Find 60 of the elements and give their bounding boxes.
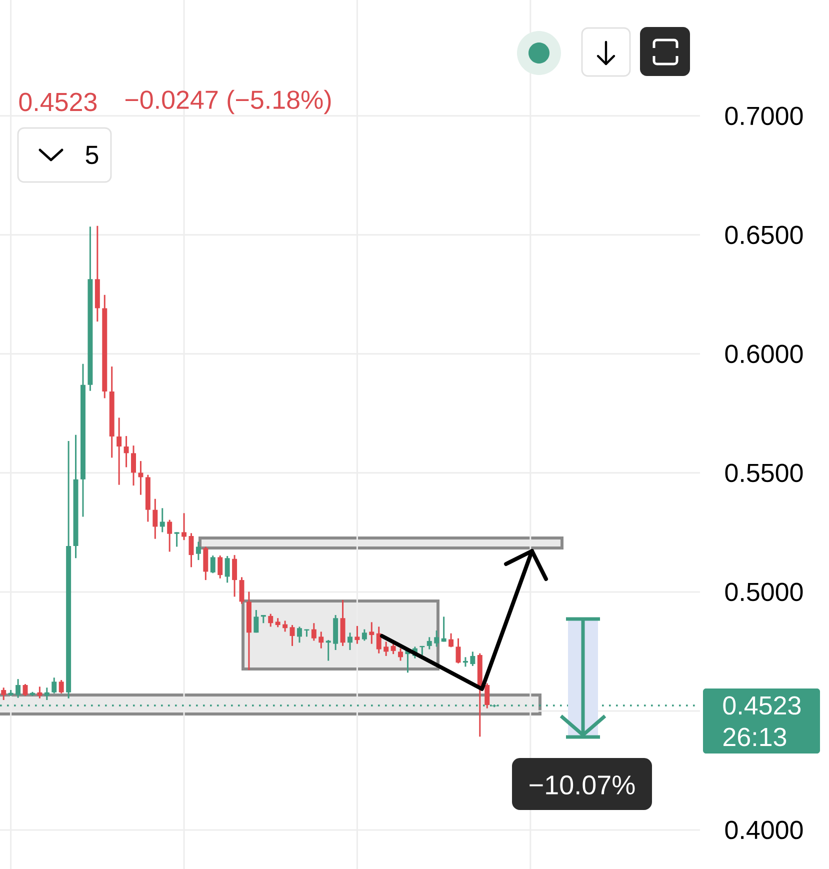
candlestick	[282, 620, 288, 632]
annotation: 5	[86, 146, 98, 164]
annotation: −10.07%	[530, 775, 635, 795]
candlestick	[462, 656, 468, 668]
candlestick	[131, 444, 136, 486]
candlestick	[376, 626, 382, 654]
candlestick	[311, 622, 316, 642]
candlestick	[384, 640, 389, 657]
candlestick	[160, 507, 165, 533]
candlestick	[398, 648, 404, 662]
candlestick	[290, 624, 295, 647]
candlestick	[22, 683, 28, 697]
candlestick	[296, 626, 302, 644]
y-tick-label: 0.5000	[725, 582, 803, 602]
ref-line-label: 0.4523	[723, 696, 801, 715]
candlestick	[52, 676, 57, 694]
candlestick	[16, 678, 21, 699]
candlestick	[188, 532, 194, 568]
candlestick	[326, 639, 331, 662]
y-tick-label: 0.6500	[725, 226, 803, 244]
candlestick	[196, 540, 201, 561]
candlestick	[426, 636, 432, 650]
candlestick	[174, 531, 180, 548]
candlestick	[348, 632, 352, 651]
candlestick	[44, 686, 50, 701]
candlestick	[224, 555, 230, 584]
y-tick-label: 0.6000	[725, 344, 803, 364]
candlestick	[318, 630, 324, 650]
candlestick	[239, 576, 244, 605]
candlestick	[434, 630, 440, 648]
candlestick	[232, 554, 238, 598]
candlestick	[354, 625, 360, 645]
candlestick	[138, 460, 144, 496]
candlestick	[203, 546, 208, 581]
candlestick	[441, 616, 446, 642]
candlestick	[116, 416, 122, 486]
candlestick	[37, 686, 42, 700]
candlestick	[484, 682, 490, 710]
annotation: −0.0247 (−5.18%)	[125, 90, 331, 114]
text: 26:13	[724, 728, 786, 746]
y-tick-label: 0.5500	[725, 464, 803, 482]
y-tick-label: 0.7000	[725, 106, 803, 126]
y-tick-label: 0.4000	[725, 820, 803, 840]
candlestick	[167, 519, 172, 552]
candlestick	[1, 686, 6, 701]
candlestick	[275, 617, 280, 628]
candlestick	[58, 679, 64, 694]
annotation: 0.4523	[19, 92, 97, 112]
candlestick	[254, 609, 259, 634]
candlestick	[218, 554, 223, 580]
candlestick	[182, 512, 187, 541]
candlestick	[268, 613, 274, 628]
candlestick	[448, 632, 454, 648]
candlestick	[124, 435, 129, 468]
candlestick	[456, 638, 461, 664]
candlestick	[470, 650, 476, 667]
candlestick	[362, 628, 367, 642]
candlestick	[210, 554, 216, 574]
candlestick	[369, 621, 374, 645]
candlestick	[152, 498, 158, 540]
